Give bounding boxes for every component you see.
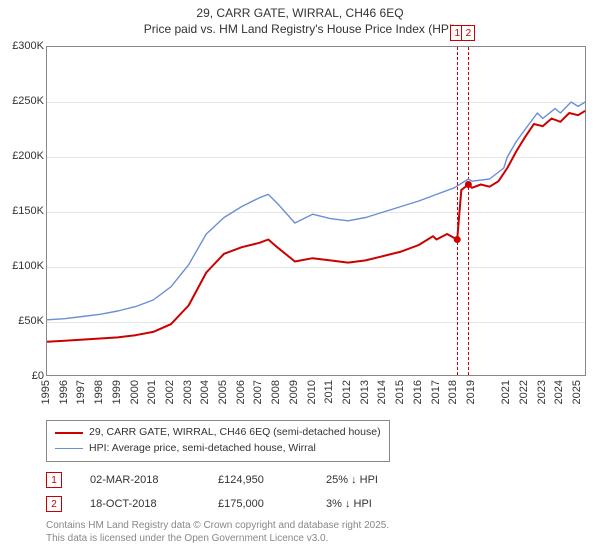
chart-lines — [47, 47, 587, 377]
x-tick-label: 2009 — [288, 380, 300, 404]
footnote-line2: This data is licensed under the Open Gov… — [46, 533, 389, 546]
legend: 29, CARR GATE, WIRRAL, CH46 6EQ (semi-de… — [46, 420, 390, 462]
x-tick-label: 2007 — [252, 380, 264, 404]
x-tick-label: 2022 — [518, 380, 530, 404]
plot-area: 12 — [46, 46, 586, 376]
x-tick-label: 2002 — [164, 380, 176, 404]
legend-swatch — [55, 448, 83, 449]
x-tick-label: 2004 — [199, 380, 211, 404]
y-tick-label: £0 — [0, 370, 44, 382]
x-tick-label: 2001 — [146, 380, 158, 404]
y-tick-label: £100K — [0, 260, 44, 272]
sale-delta: 25% ↓ HPI — [326, 474, 426, 486]
x-tick-label: 1996 — [58, 380, 70, 404]
x-tick-label: 2005 — [217, 380, 229, 404]
sale-date: 18-OCT-2018 — [90, 498, 190, 510]
x-tick-label: 2014 — [376, 380, 388, 404]
legend-item: HPI: Average price, semi-detached house,… — [55, 441, 381, 457]
sale-row: 2 18-OCT-2018 £175,000 3% ↓ HPI — [46, 492, 586, 516]
title-subtitle: Price paid vs. HM Land Registry's House … — [0, 22, 600, 38]
sale-price: £175,000 — [218, 498, 298, 510]
x-tick-label: 2017 — [430, 380, 442, 404]
x-tick-label: 2019 — [465, 380, 477, 404]
legend-swatch — [55, 432, 83, 434]
legend-label: 29, CARR GATE, WIRRAL, CH46 6EQ (semi-de… — [89, 425, 381, 441]
y-tick-label: £150K — [0, 205, 44, 217]
x-tick-label: 1995 — [40, 380, 52, 404]
legend-label: HPI: Average price, semi-detached house,… — [89, 441, 316, 457]
x-tick-label: 2024 — [553, 380, 565, 404]
x-tick-label: 2012 — [341, 380, 353, 404]
x-tick-label: 1998 — [93, 380, 105, 404]
footnote: Contains HM Land Registry data © Crown c… — [46, 520, 389, 545]
sale-delta: 3% ↓ HPI — [326, 498, 426, 510]
x-tick-label: 2013 — [359, 380, 371, 404]
sale-id-badge: 2 — [46, 496, 62, 512]
x-tick-label: 2021 — [500, 380, 512, 404]
sale-price: £124,950 — [218, 474, 298, 486]
x-tick-label: 1999 — [111, 380, 123, 404]
series-hpi — [47, 102, 585, 320]
title-address: 29, CARR GATE, WIRRAL, CH46 6EQ — [0, 6, 600, 22]
series-price_paid — [47, 111, 585, 342]
x-tick-label: 2023 — [536, 380, 548, 404]
chart-container: 29, CARR GATE, WIRRAL, CH46 6EQ Price pa… — [0, 0, 600, 560]
sale-id-badge: 1 — [46, 472, 62, 488]
sale-date: 02-MAR-2018 — [90, 474, 190, 486]
x-tick-label: 2000 — [129, 380, 141, 404]
legend-item: 29, CARR GATE, WIRRAL, CH46 6EQ (semi-de… — [55, 425, 381, 441]
x-tick-label: 2003 — [182, 380, 194, 404]
series-marker — [454, 236, 461, 243]
sales-table: 1 02-MAR-2018 £124,950 25% ↓ HPI 2 18-OCT-201… — [46, 468, 586, 516]
x-tick-label: 1997 — [75, 380, 87, 404]
x-tick-label: 2008 — [270, 380, 282, 404]
x-tick-label: 2018 — [447, 380, 459, 404]
chart-title: 29, CARR GATE, WIRRAL, CH46 6EQ Price pa… — [0, 0, 600, 37]
x-tick-label: 2006 — [235, 380, 247, 404]
x-tick-label: 2015 — [394, 380, 406, 404]
x-tick-label: 2010 — [306, 380, 318, 404]
x-tick-label: 2025 — [571, 380, 583, 404]
y-tick-label: £300K — [0, 40, 44, 52]
sale-marker-badge: 2 — [461, 25, 475, 41]
y-tick-label: £50K — [0, 315, 44, 327]
x-tick-label: 2016 — [412, 380, 424, 404]
series-marker — [465, 181, 472, 188]
y-tick-label: £200K — [0, 150, 44, 162]
y-tick-label: £250K — [0, 95, 44, 107]
x-tick-label: 2011 — [323, 380, 335, 404]
sale-row: 1 02-MAR-2018 £124,950 25% ↓ HPI — [46, 468, 586, 492]
footnote-line1: Contains HM Land Registry data © Crown c… — [46, 520, 389, 533]
